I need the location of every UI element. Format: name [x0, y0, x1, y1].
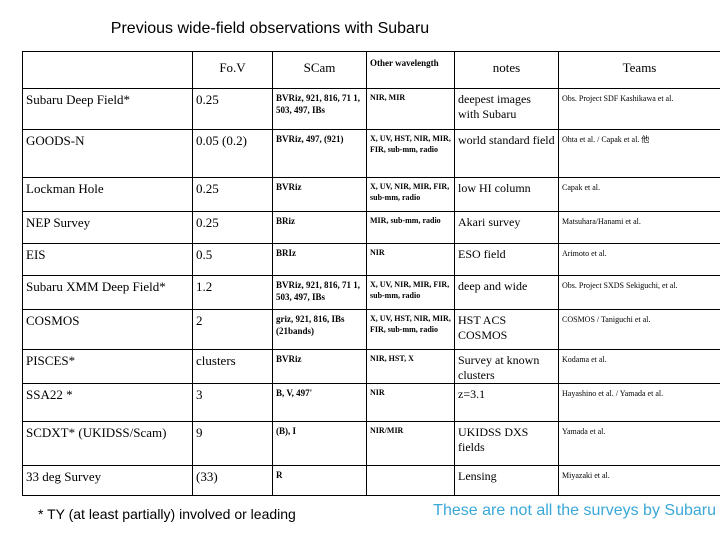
cell-fov: 9	[192, 421, 273, 466]
cell-teams: Yamada et al.	[558, 421, 720, 466]
cell-field: Subaru XMM Deep Field*	[22, 275, 193, 310]
table-row: COSMOS 2 griz, 921, 816, IBs (21bands) X, U…	[22, 309, 720, 350]
table-row: Subaru Deep Field* 0.25 BVRiz, 921, 816, 7…	[22, 88, 720, 130]
table-row: 33 deg Survey (33) R Lensing Miyazaki et al.	[22, 465, 720, 496]
cell-teams: Miyazaki et al.	[558, 465, 720, 496]
cell-teams: Capak et al.	[558, 177, 720, 212]
cell-fov: 0.05 (0.2)	[192, 129, 273, 178]
cell-wave: X, UV, NIR, MIR, FIR, sub-mm, radio	[366, 177, 455, 212]
cell-field: GOODS-N	[22, 129, 193, 178]
cell-fov: 0.25	[192, 88, 273, 130]
cell-notes: HST ACS COSMOS	[454, 309, 559, 350]
cell-teams: Arimoto et al.	[558, 243, 720, 276]
cell-teams: Obs. Project SXDS Sekiguchi, et al.	[558, 275, 720, 310]
cell-scam: BVRiz	[272, 349, 367, 384]
cell-notes: Akari survey	[454, 211, 559, 244]
table-row: EIS 0.5 BRIz NIR ESO field Arimoto et al.	[22, 243, 720, 276]
cell-field: 33 deg Survey	[22, 465, 193, 496]
table-row: PISCES* clusters BVRiz NIR, HST, X Survey at…	[22, 349, 720, 384]
cell-scam: BRIz	[272, 243, 367, 276]
cell-field: PISCES*	[22, 349, 193, 384]
cell-notes: deep and wide	[454, 275, 559, 310]
cell-wave: X, UV, NIR, MIR, FIR, sub-mm, radio	[366, 275, 455, 310]
footnote: * TY (at least partially) involved or le…	[38, 506, 296, 522]
cell-notes: UKIDSS DXS fields	[454, 421, 559, 466]
cell-wave: NIR, MIR	[366, 88, 455, 130]
table-row: SCDXT* (UKIDSS/Scam) 9 (B), I NIR/MIR UKIDSS…	[22, 421, 720, 466]
cell-fov: 0.5	[192, 243, 273, 276]
cell-teams: COSMOS / Taniguchi et al.	[558, 309, 720, 350]
cell-wave: MIR, sub-mm, radio	[366, 211, 455, 244]
header-field	[22, 51, 193, 89]
cell-fov: 2	[192, 309, 273, 350]
table-row: GOODS-N 0.05 (0.2) BVRiz, 497, (921) X, UV,…	[22, 129, 720, 178]
cell-fov: 3	[192, 383, 273, 422]
cell-scam: BVRiz, 921, 816, 71 1, 503, 497, IBs	[272, 88, 367, 130]
cell-teams: Obs. Project SDF Kashikawa et al.	[558, 88, 720, 130]
cell-field: NEP Survey	[22, 211, 193, 244]
table-row: Lockman Hole 0.25 BVRiz X, UV, NIR, MIR, FI…	[22, 177, 720, 212]
cell-wave: X, UV, HST, NIR, MIR, FIR, sub-mm, radio	[366, 129, 455, 178]
header-row: Fo.V SCam Other wavelength notes Teams	[22, 51, 720, 89]
cell-scam: BVRiz, 497, (921)	[272, 129, 367, 178]
cell-scam: BVRiz, 921, 816, 71 1, 503, 497, IBs	[272, 275, 367, 310]
cell-fov: clusters	[192, 349, 273, 384]
cell-scam: BRiz	[272, 211, 367, 244]
header-fov: Fo.V	[192, 51, 273, 89]
cell-wave: NIR	[366, 243, 455, 276]
cell-teams: Ohta et al. / Capak et al. 他	[558, 129, 720, 178]
table-row: SSA22 * 3 B, V, 497' NIR z=3.1 Hayashino et a…	[22, 383, 720, 422]
cell-fov: (33)	[192, 465, 273, 496]
cell-field: EIS	[22, 243, 193, 276]
header-notes: notes	[454, 51, 559, 89]
header-other-wavelength: Other wavelength	[366, 51, 455, 89]
cell-wave: NIR/MIR	[366, 421, 455, 466]
cell-notes: Lensing	[454, 465, 559, 496]
cell-field: COSMOS	[22, 309, 193, 350]
cell-fov: 0.25	[192, 211, 273, 244]
table-row: Subaru XMM Deep Field* 1.2 BVRiz, 921, 816…	[22, 275, 720, 310]
cell-teams: Hayashino et al. / Yamada et al.	[558, 383, 720, 422]
cell-notes: z=3.1	[454, 383, 559, 422]
cell-scam: griz, 921, 816, IBs (21bands)	[272, 309, 367, 350]
cell-notes: Survey at known clusters	[454, 349, 559, 384]
cell-field: SSA22 *	[22, 383, 193, 422]
cell-notes: ESO field	[454, 243, 559, 276]
cell-teams: Matsuhara/Hanami et al.	[558, 211, 720, 244]
cell-field: Lockman Hole	[22, 177, 193, 212]
cell-wave: X, UV, HST, NIR, MIR, FIR, sub-mm, radio	[366, 309, 455, 350]
header-scam: SCam	[272, 51, 367, 89]
cell-scam: BVRiz	[272, 177, 367, 212]
cell-notes: low HI column	[454, 177, 559, 212]
cell-fov: 1.2	[192, 275, 273, 310]
cell-scam: B, V, 497'	[272, 383, 367, 422]
cell-field: Subaru Deep Field*	[22, 88, 193, 130]
cell-wave	[366, 465, 455, 496]
disclaimer-note: These are not all the surveys by Subaru	[433, 502, 716, 519]
cell-wave: NIR, HST, X	[366, 349, 455, 384]
table-row: NEP Survey 0.25 BRiz MIR, sub-mm, radio Akar…	[22, 211, 720, 244]
cell-scam: R	[272, 465, 367, 496]
cell-wave: NIR	[366, 383, 455, 422]
slide-title: Previous wide-field observations with Su…	[110, 20, 430, 37]
cell-fov: 0.25	[192, 177, 273, 212]
cell-scam: (B), I	[272, 421, 367, 466]
cell-teams: Kodama et al.	[558, 349, 720, 384]
cell-field: SCDXT* (UKIDSS/Scam)	[22, 421, 193, 466]
survey-table: Fo.V SCam Other wavelength notes Teams S…	[22, 51, 720, 496]
cell-notes: world standard field	[454, 129, 559, 178]
cell-notes: deepest images with Subaru	[454, 88, 559, 130]
header-teams: Teams	[558, 51, 720, 89]
